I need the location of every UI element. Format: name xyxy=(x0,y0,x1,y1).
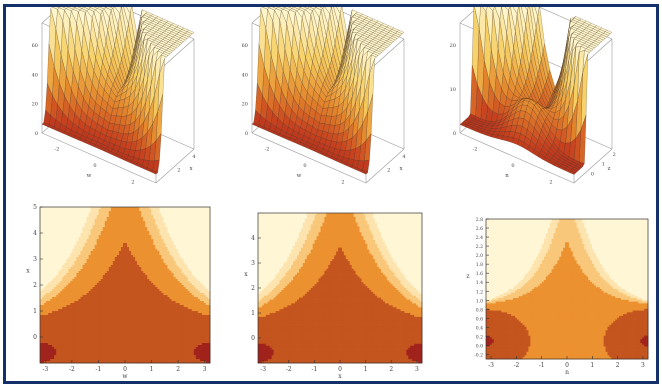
z-tick-label: 0 xyxy=(453,131,456,137)
x-tick-label: 0 xyxy=(303,163,306,169)
x-axis-label: w xyxy=(87,173,92,179)
x-tick-label: 2 xyxy=(341,180,344,186)
y-tick-label: 2 xyxy=(387,167,390,173)
box-edge xyxy=(41,132,157,184)
y-axis-label: x xyxy=(189,166,193,172)
figure-frame: 0 20 40 60 -2 0 2 w 2 4 x 0 20 40 60 -2 0 2 w 2 4 x 0 10 20 -2 0 2 n… xyxy=(3,4,659,384)
y-axis-label: z xyxy=(608,166,611,172)
z-tick-label: 0 xyxy=(245,131,248,137)
x-axis-label: w xyxy=(297,173,302,179)
y-axis-label: x xyxy=(399,166,403,172)
x-tick-label: -2 xyxy=(265,146,270,152)
z-tick-label: 60 xyxy=(32,43,38,49)
x-tick-label: 0 xyxy=(511,163,514,169)
y-tick-label: 4 xyxy=(192,154,195,160)
z-tick-label: 60 xyxy=(242,43,248,49)
x-axis-label: n xyxy=(505,173,509,179)
figure-canvas: 0204060-202w24x0204060-202w24x01020-202n… xyxy=(26,7,649,380)
box-edge xyxy=(365,148,405,184)
z-tick-label: 40 xyxy=(242,72,248,78)
surface-cell xyxy=(41,122,50,127)
surface-plot-top-left: 0 20 40 60 -2 0 2 w 2 4 x xyxy=(32,7,196,186)
z-tick-label: 0 xyxy=(35,131,38,137)
y-tick-label: 0 xyxy=(591,171,594,177)
surface-plot-top-middle: 0 20 40 60 -2 0 2 w 2 4 x xyxy=(242,7,406,186)
y-tick-label: 2 xyxy=(613,152,616,158)
x-tick-label: -2 xyxy=(473,146,478,152)
z-tick-label: 20 xyxy=(450,43,456,49)
box-edge xyxy=(41,7,61,24)
z-tick-label: 10 xyxy=(450,87,456,93)
z-tick-label: 20 xyxy=(32,102,38,108)
y-tick-label: 4 xyxy=(402,154,405,160)
box-edge xyxy=(155,148,195,184)
x-tick-label: 2 xyxy=(131,180,134,186)
x-tick-label: -2 xyxy=(55,146,60,152)
z-tick-label: 20 xyxy=(242,102,248,108)
y-tick-label: 2 xyxy=(177,167,180,173)
x-tick-label: 0 xyxy=(93,163,96,169)
x-tick-label: 2 xyxy=(549,180,552,186)
z-tick-label: 40 xyxy=(32,72,38,78)
box-edge xyxy=(251,7,271,24)
y-tick-label: 1 xyxy=(602,162,605,168)
box-edge xyxy=(251,132,367,184)
